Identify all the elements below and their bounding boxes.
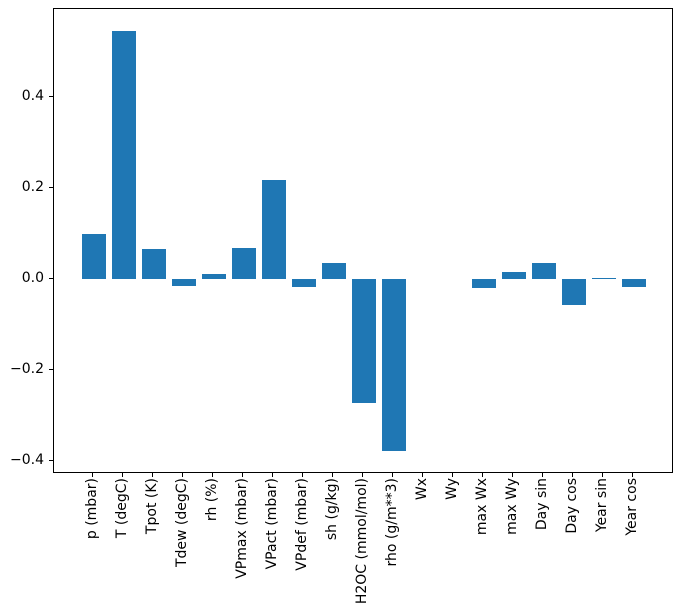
xtick-mark-day-sin xyxy=(542,473,544,477)
bar-tdew-degc xyxy=(171,279,196,287)
xtick-label-vpmax-mbar: VPmax (mbar) xyxy=(234,478,251,579)
xtick-label-vpact-mbar: VPact (mbar) xyxy=(264,478,281,570)
ytick-label-0-0: 0.0 xyxy=(21,269,44,286)
ytick-label-0-2: 0.2 xyxy=(21,179,44,196)
xtick-mark-rho-g-m-3 xyxy=(392,473,394,477)
xtick-label-tdew-degc: Tdew (degC) xyxy=(174,478,191,568)
bar-day-cos xyxy=(561,279,586,305)
bar-max-wy xyxy=(501,271,526,280)
xtick-label-wy: Wy xyxy=(444,478,461,500)
bar-rho-g-m-3 xyxy=(381,279,406,451)
plot-area xyxy=(53,8,673,473)
xtick-label-rho-g-m-3: rho (g/m**3) xyxy=(384,478,401,567)
xtick-mark-rh xyxy=(212,473,214,477)
ytick-mark-0-0 xyxy=(49,277,53,279)
xtick-mark-tdew-degc xyxy=(182,473,184,477)
bar-max-wx xyxy=(471,279,496,288)
xtick-label-day-sin: Day sin xyxy=(534,478,551,531)
xtick-label-t-degc: T (degC) xyxy=(114,478,131,539)
bar-vpact-mbar xyxy=(261,179,286,280)
xtick-label-vpdef-mbar: VPdef (mbar) xyxy=(294,478,311,571)
bar-h2oc-mmol-mol xyxy=(351,279,376,403)
xtick-mark-day-cos xyxy=(572,473,574,477)
xtick-label-year-sin: Year sin xyxy=(594,478,611,533)
xtick-label-wx: Wx xyxy=(414,478,431,501)
xtick-mark-wx xyxy=(422,473,424,477)
ytick-mark-0-2 xyxy=(49,368,53,370)
xtick-mark-year-cos xyxy=(632,473,634,477)
xtick-label-sh-g-kg: sh (g/kg) xyxy=(324,478,341,541)
ytick-mark-0-4 xyxy=(49,459,53,461)
ytick-label-0-2: −0.2 xyxy=(10,360,44,377)
xtick-label-year-cos: Year cos xyxy=(624,478,641,536)
xtick-label-p-mbar: p (mbar) xyxy=(84,478,101,540)
bar-rh xyxy=(201,274,226,280)
ytick-mark-0-2 xyxy=(49,187,53,189)
xtick-mark-wy xyxy=(452,473,454,477)
xtick-mark-p-mbar xyxy=(92,473,94,477)
ytick-label-0-4: −0.4 xyxy=(10,451,44,468)
xtick-mark-vpdef-mbar xyxy=(302,473,304,477)
ytick-label-0-4: 0.4 xyxy=(21,88,44,105)
xtick-label-max-wy: max Wy xyxy=(504,478,521,535)
bar-day-sin xyxy=(531,263,556,280)
xtick-mark-max-wy xyxy=(512,473,514,477)
bar-sh-g-kg xyxy=(321,263,346,280)
xtick-label-h2oc-mmol-mol: H2OC (mmol/mol) xyxy=(354,478,371,605)
bar-vpmax-mbar xyxy=(231,248,256,280)
xtick-label-max-wx: max Wx xyxy=(474,478,491,536)
xtick-mark-max-wx xyxy=(482,473,484,477)
xtick-label-day-cos: Day cos xyxy=(564,478,581,534)
xtick-mark-t-degc xyxy=(122,473,124,477)
bar-p-mbar xyxy=(81,234,106,280)
bar-t-degc xyxy=(111,31,136,280)
bar-vpdef-mbar xyxy=(291,279,316,287)
xtick-label-tpot-k: Tpot (K) xyxy=(144,478,161,535)
ytick-mark-0-4 xyxy=(49,96,53,98)
xtick-mark-sh-g-kg xyxy=(332,473,334,477)
xtick-mark-year-sin xyxy=(602,473,604,477)
xtick-mark-vpmax-mbar xyxy=(242,473,244,477)
bar-year-cos xyxy=(621,279,646,287)
bar-year-sin xyxy=(591,277,616,280)
xtick-mark-tpot-k xyxy=(152,473,154,477)
xtick-label-rh: rh (%) xyxy=(204,478,221,522)
xtick-mark-vpact-mbar xyxy=(272,473,274,477)
bar-tpot-k xyxy=(141,249,166,280)
xtick-mark-h2oc-mmol-mol xyxy=(362,473,364,477)
